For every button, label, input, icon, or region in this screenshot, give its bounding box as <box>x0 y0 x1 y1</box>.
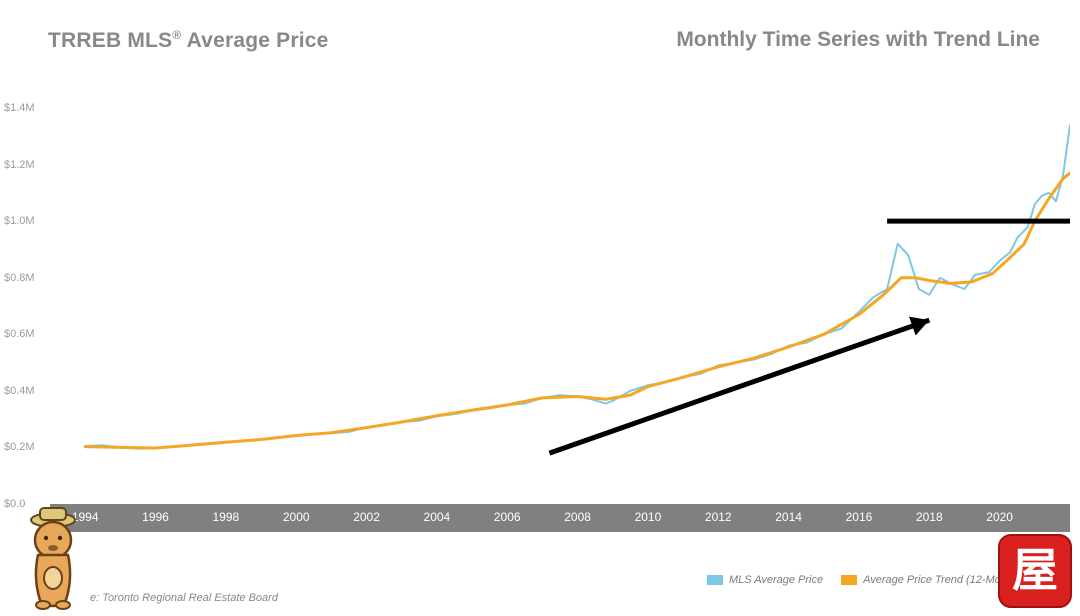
y-tick-label: $0.8M <box>4 272 35 284</box>
y-tick-label: $0.4M <box>4 385 35 397</box>
title-left-post: Average Price <box>181 29 328 52</box>
y-tick-label: $1.4M <box>4 102 35 114</box>
series-line <box>85 125 1070 449</box>
bear-cartoon-icon <box>18 500 88 610</box>
legend-swatch <box>841 575 857 585</box>
title-left-sup: ® <box>172 28 181 42</box>
stamp-glyph: 屋 <box>1012 545 1058 596</box>
chart-title-left: TRREB MLS® Average Price <box>48 28 329 53</box>
y-tick-label: $1.2M <box>4 159 35 171</box>
series-line <box>85 170 1070 448</box>
chart-legend: MLS Average PriceAverage Price Trend (12… <box>50 574 1070 608</box>
chart-svg <box>50 108 1070 532</box>
legend-swatch <box>707 575 723 585</box>
title-left-pre: TRREB MLS <box>48 29 172 52</box>
legend-label: MLS Average Price <box>729 574 823 586</box>
y-tick-label: $1.0M <box>4 215 35 227</box>
legend-item: MLS Average Price <box>707 574 823 586</box>
chart-plot-area: $0.0$0.2M$0.4M$0.6M$0.8M$1.0M$1.2M$1.4M … <box>50 108 1070 532</box>
red-stamp-icon: 屋 <box>996 532 1074 610</box>
chart-title-right: Monthly Time Series with Trend Line <box>676 28 1040 52</box>
y-tick-label: $0.6M <box>4 328 35 340</box>
y-tick-label: $0.2M <box>4 441 35 453</box>
annotation-arrow-line <box>549 320 929 453</box>
